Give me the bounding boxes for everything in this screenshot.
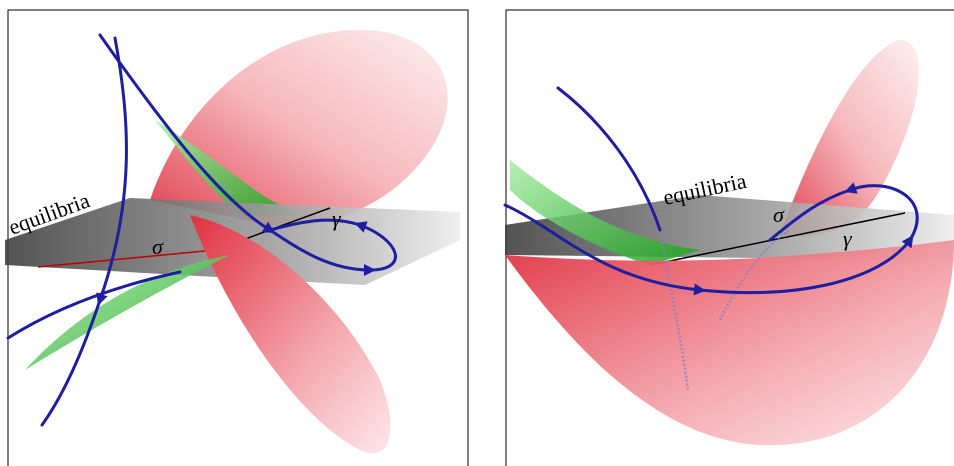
figure: equilibria σ γ equilibria σ γ	[0, 0, 954, 466]
right-panel: equilibria σ γ	[505, 10, 954, 466]
sigma-label: σ	[773, 202, 785, 227]
bowl-surface	[505, 240, 954, 445]
sigma-label: σ	[152, 234, 164, 259]
gamma-label: γ	[843, 226, 853, 251]
upper-lobe	[150, 30, 448, 226]
gamma-label: γ	[332, 206, 342, 231]
left-panel: equilibria σ γ	[5, 10, 468, 466]
